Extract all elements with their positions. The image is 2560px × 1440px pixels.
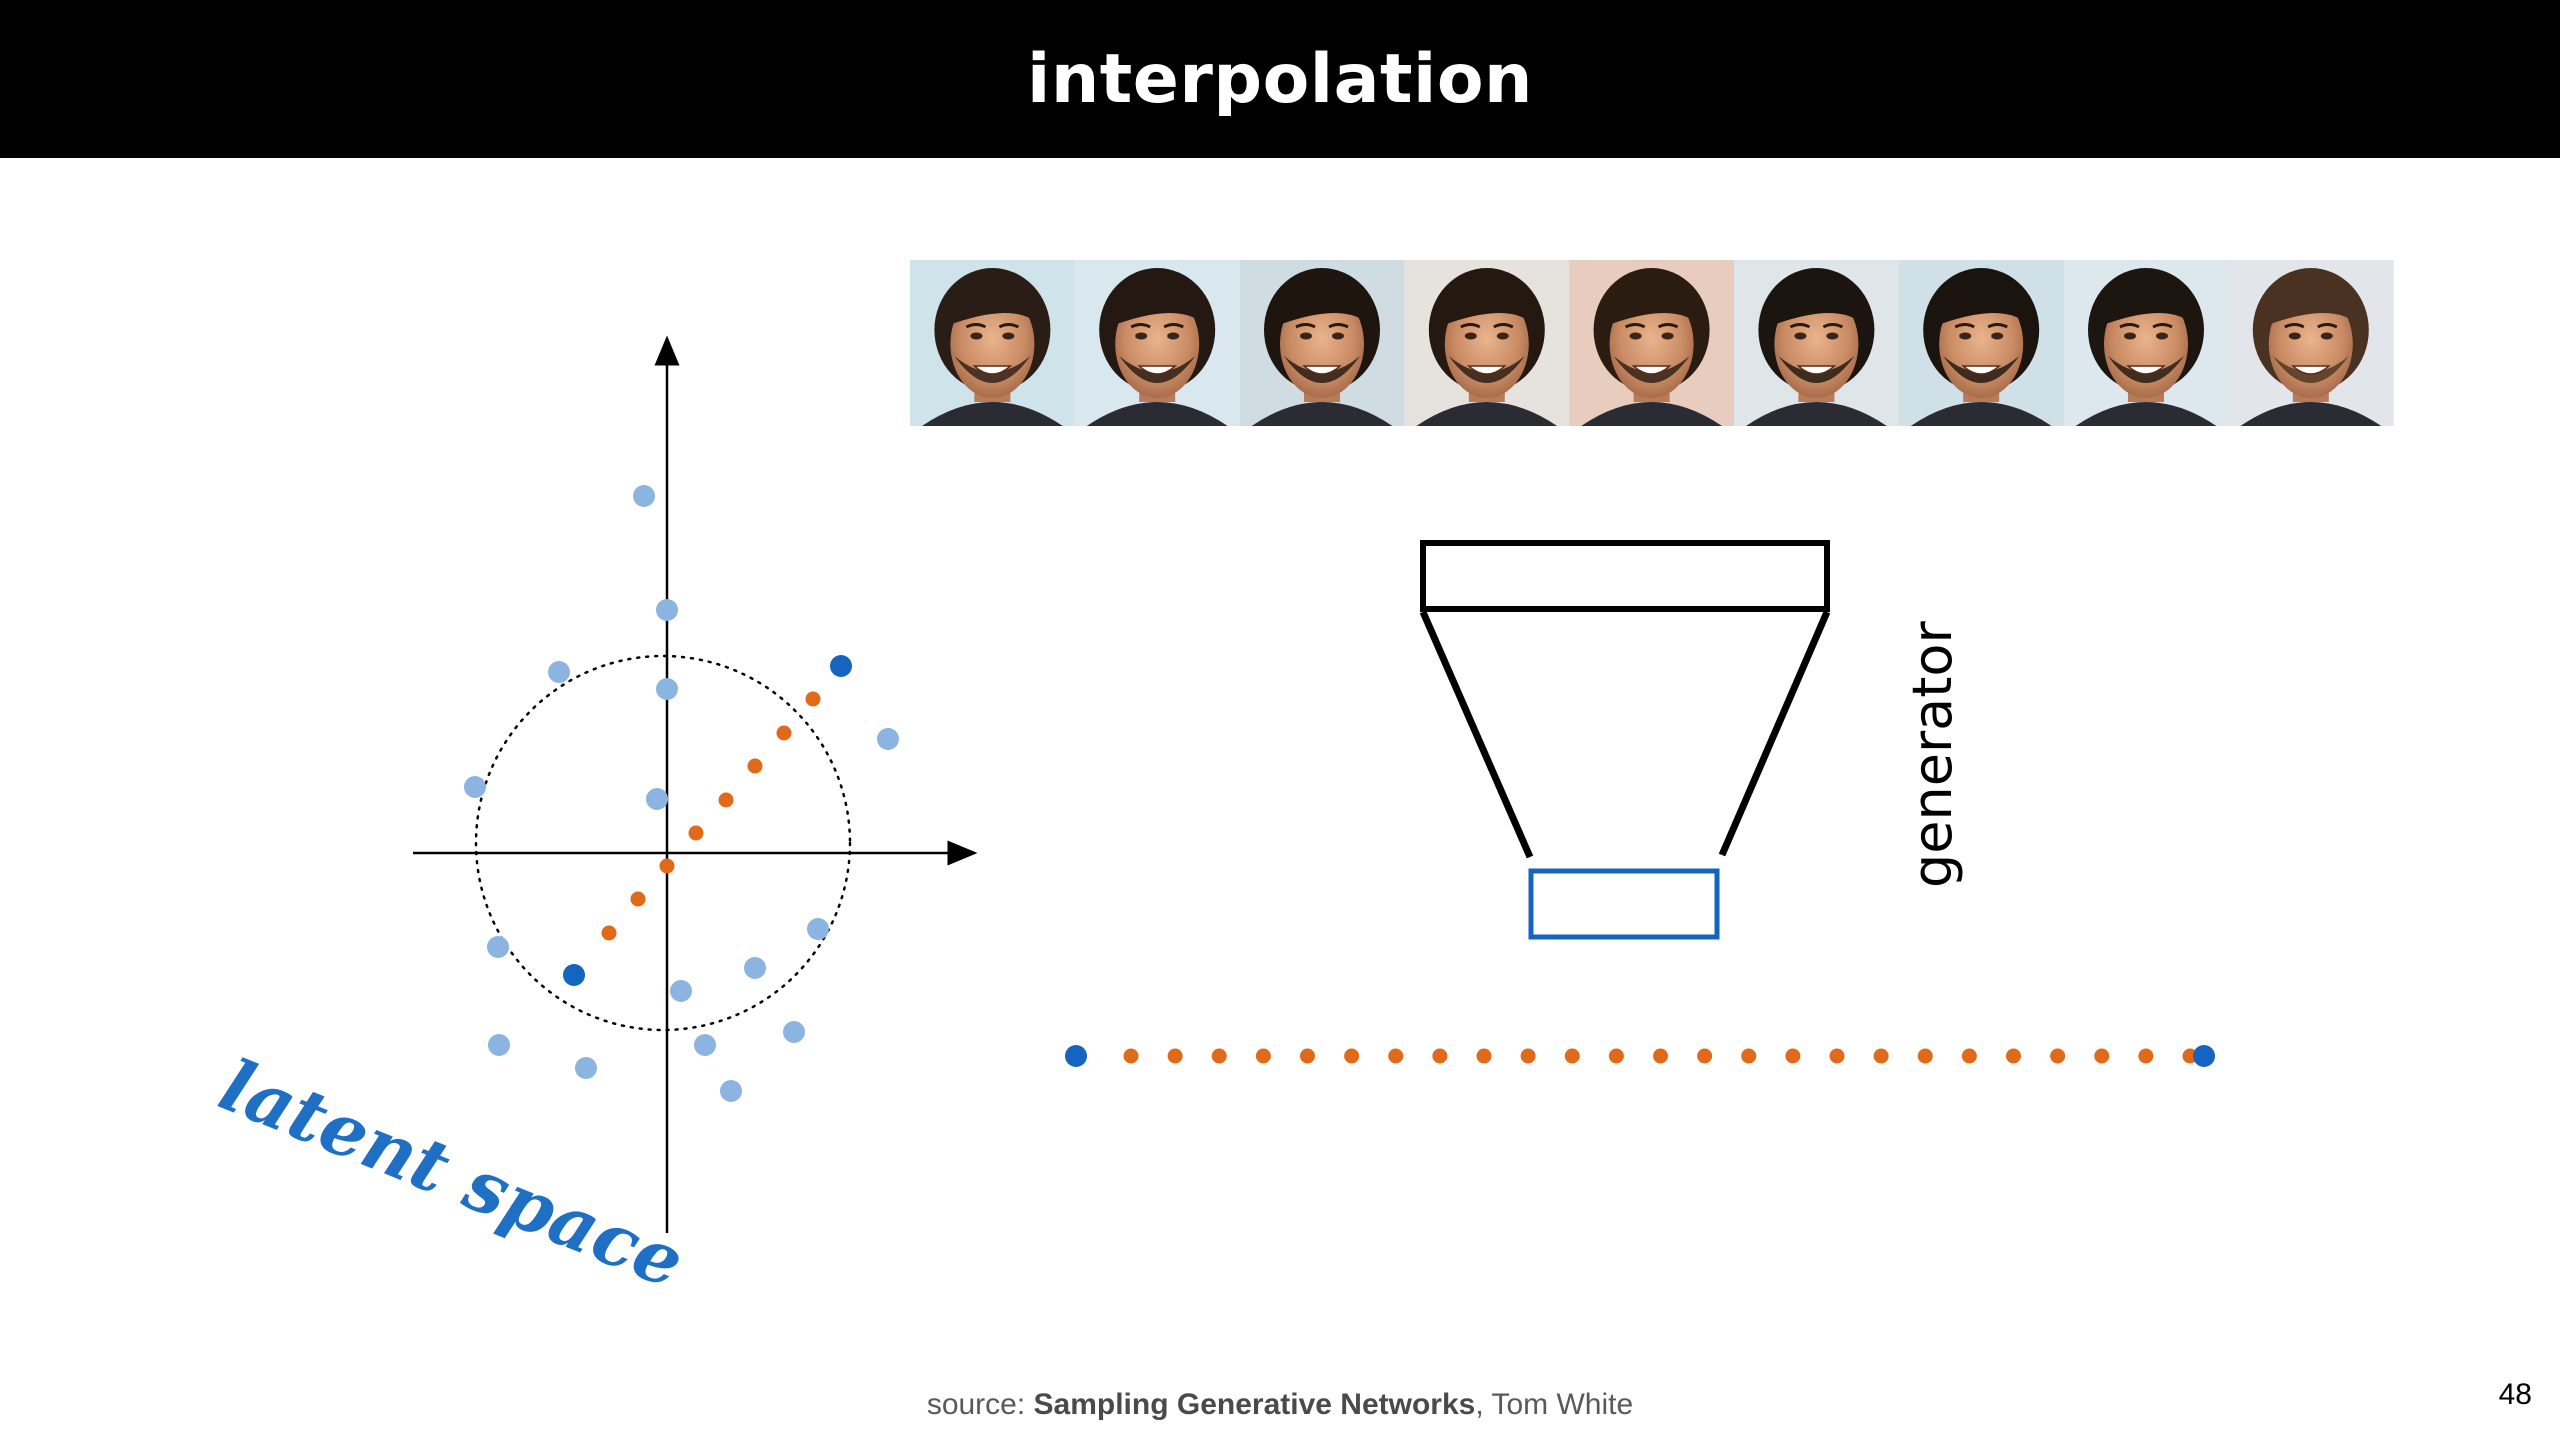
latent-endpoint-end: [830, 655, 852, 677]
face-thumbnail: [1898, 260, 2065, 426]
interp-point: [1432, 1048, 1448, 1064]
latent-interp-point: [688, 825, 704, 841]
interp-point: [1697, 1048, 1713, 1064]
interp-point: [1608, 1048, 1624, 1064]
source-prefix: source:: [926, 1388, 1034, 1421]
latent-interp-point: [776, 725, 792, 741]
face-thumbnail: [910, 260, 1076, 426]
interp-point: [1520, 1048, 1536, 1064]
latent-input-box: [1528, 868, 1720, 940]
latent-sample-point: [656, 599, 678, 621]
face-thumbnail: [1074, 260, 1241, 426]
interp-points: [1123, 1048, 2198, 1064]
interp-point: [2094, 1048, 2110, 1064]
face-thumbnail: [1734, 260, 1900, 426]
interp-point: [1300, 1048, 1315, 1064]
source-citation: source: Sampling Generative Networks, To…: [0, 1388, 2560, 1422]
latent-space-label: latent space: [209, 1042, 696, 1305]
interp-point: [1653, 1048, 1668, 1064]
latent-sample-point: [464, 776, 486, 798]
interp-point: [1123, 1048, 1139, 1064]
face-thumbnail: [2228, 260, 2394, 426]
interp-point: [1255, 1048, 1271, 1064]
latent-sample-point: [487, 936, 509, 958]
interp-point: [1476, 1048, 1492, 1064]
latent-interp-point: [630, 891, 646, 907]
interp-endpoint-start: [1065, 1045, 1087, 1067]
interp-point: [2050, 1048, 2066, 1064]
latent-space-plot: [413, 335, 978, 1233]
interp-point: [1917, 1048, 1933, 1064]
interp-point: [1564, 1048, 1580, 1064]
interp-endpoint-end: [2193, 1045, 2215, 1067]
interp-point: [1829, 1048, 1845, 1064]
latent-sample-point: [575, 1057, 597, 1079]
latent-samples: [464, 485, 899, 1102]
interp-point: [2006, 1048, 2021, 1064]
face-thumbnail: [2063, 260, 2229, 426]
generator-right-edge: [1718, 610, 1831, 857]
interp-point: [1211, 1048, 1227, 1064]
interp-point: [1167, 1048, 1183, 1064]
face-thumbnail: [1404, 260, 1570, 426]
face-thumbnail: [1239, 260, 1405, 426]
latent-sample-point: [633, 485, 655, 507]
latent-sample-point: [744, 957, 766, 979]
title-bar: interpolation: [0, 0, 2560, 158]
latent-sample-point: [656, 678, 678, 700]
latent-sample-point: [877, 728, 899, 750]
face-interpolation-strip: [910, 260, 2394, 426]
interp-point: [1961, 1048, 1977, 1064]
latent-sample-point: [646, 788, 668, 810]
interp-point: [1344, 1048, 1360, 1064]
slide-title: interpolation: [1027, 39, 1533, 119]
generator-label: generator: [1901, 621, 1964, 888]
latent-sample-point: [670, 980, 692, 1002]
latent-sample-point: [783, 1021, 805, 1043]
page-number: 48: [2498, 1378, 2532, 1411]
generator-output-box: [1420, 540, 1830, 612]
latent-interp-point: [601, 925, 617, 941]
latent-interp-point: [747, 758, 763, 774]
interp-point: [1741, 1048, 1757, 1064]
latent-sample-point: [720, 1080, 742, 1102]
interp-point: [2138, 1048, 2154, 1064]
interp-point: [1785, 1048, 1801, 1064]
interpolation-line: [1065, 1045, 2215, 1067]
latent-sample-point: [694, 1034, 716, 1056]
source-work: Sampling Generative Networks: [1033, 1388, 1476, 1421]
latent-sample-point: [807, 918, 829, 940]
latent-interpolation-path: [601, 691, 821, 941]
latent-endpoint-start: [563, 964, 585, 986]
latent-sample-point: [548, 661, 570, 683]
generator-diagram: [1419, 540, 1831, 940]
generator-left-edge: [1419, 610, 1534, 859]
unit-circle: [474, 654, 852, 1032]
latent-interp-point: [805, 691, 821, 707]
face-thumbnail: [1569, 260, 1735, 426]
source-author: , Tom White: [1475, 1388, 1634, 1421]
latent-interp-point: [659, 858, 675, 874]
interp-point: [1873, 1048, 1889, 1064]
latent-interp-point: [718, 792, 734, 808]
interp-point: [1388, 1048, 1404, 1064]
latent-sample-point: [488, 1034, 510, 1056]
